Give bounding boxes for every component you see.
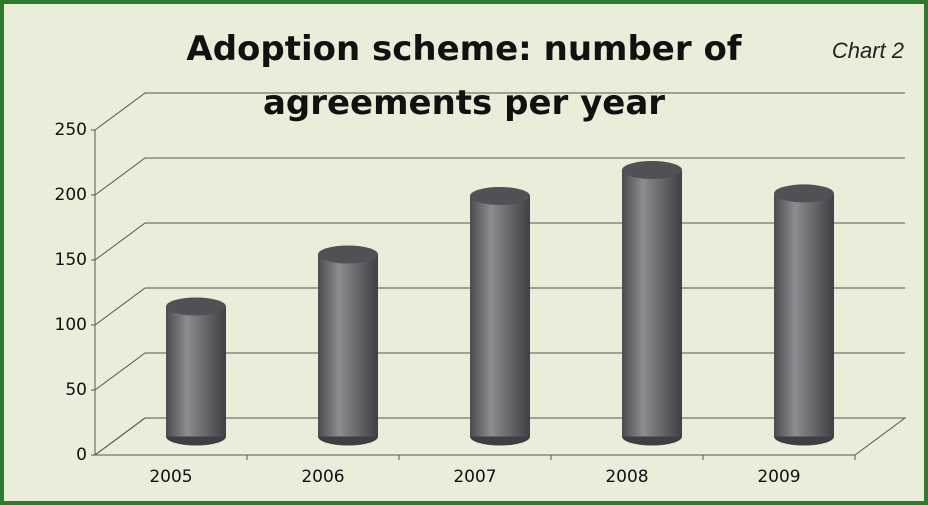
x-tick-label: 2008 (605, 467, 648, 487)
bar (774, 193, 834, 437)
bar (622, 170, 682, 437)
y-tick-label: 250 (55, 120, 87, 140)
x-tick-label: 2007 (453, 467, 496, 487)
y-tick-label: 100 (55, 315, 87, 335)
x-tick-label: 2009 (757, 467, 800, 487)
bar (166, 306, 226, 437)
bar-top (622, 161, 682, 179)
bar-top (470, 187, 530, 205)
grid-line (94, 92, 905, 131)
bar-top (774, 184, 834, 203)
bar (470, 196, 530, 437)
y-tick-label: 150 (55, 250, 87, 270)
y-tick-label: 200 (55, 185, 87, 205)
grid-line (94, 157, 905, 196)
y-tick-label: 50 (65, 380, 87, 400)
x-tick-label: 2006 (301, 467, 344, 487)
chart-title: Adoption scheme: number of agreements pe… (186, 29, 742, 123)
chart: 0 50 100 150 200 250 2005 2006 2007 2008 2009 (55, 92, 907, 487)
bar-top (318, 245, 378, 264)
bar (318, 254, 378, 437)
y-tick-label: 0 (76, 445, 87, 465)
x-tick-label: 2005 (149, 467, 192, 487)
chart-annotation: Chart 2 (831, 38, 904, 63)
bar-top (166, 297, 226, 316)
